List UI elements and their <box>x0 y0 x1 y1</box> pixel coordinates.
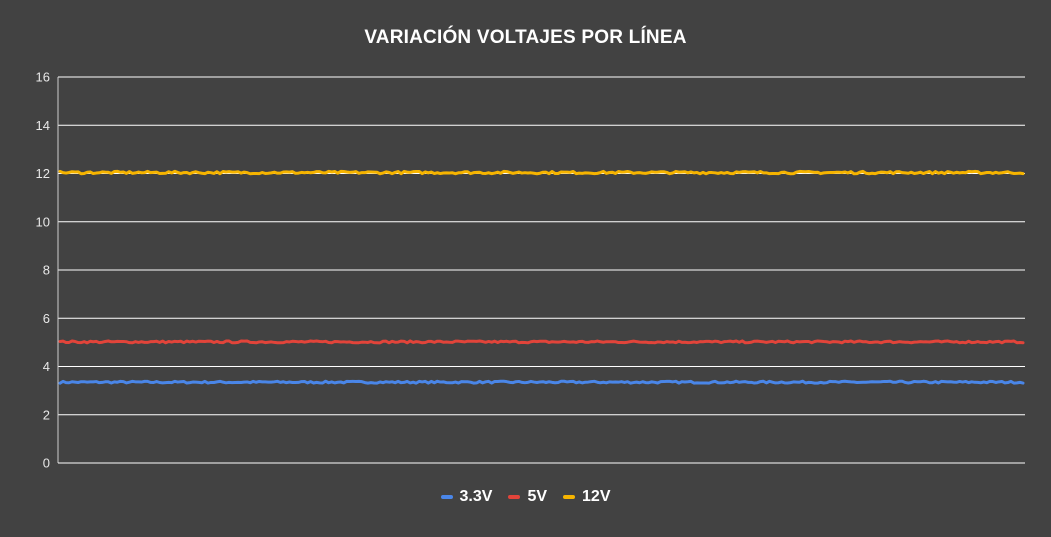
legend-item[interactable]: 5V <box>508 488 547 506</box>
series-line-5v <box>58 339 1025 345</box>
legend-swatch <box>440 495 453 499</box>
legend-item[interactable]: 12V <box>563 488 610 506</box>
legend-item[interactable]: 3.3V <box>440 488 493 506</box>
y-tick-label: 4 <box>43 359 50 374</box>
y-tick-label: 0 <box>43 456 50 471</box>
legend-swatch <box>563 495 576 499</box>
y-tick-label: 14 <box>36 118 50 133</box>
series-lines <box>58 169 1025 385</box>
legend-swatch <box>508 495 521 499</box>
y-tick-label: 8 <box>43 263 50 278</box>
legend: 3.3V 5V 12V <box>0 488 1051 506</box>
chart-title: VARIACIÓN VOLTAJES POR LÍNEA <box>364 27 687 48</box>
gridlines <box>58 76 1025 416</box>
y-tick-label: 10 <box>36 214 50 229</box>
legend-label: 3.3V <box>459 488 493 505</box>
y-tick-label: 16 <box>36 70 50 85</box>
legend-label: 5V <box>527 488 548 505</box>
y-tick-label: 12 <box>36 166 50 181</box>
y-tick-label: 6 <box>43 311 50 326</box>
y-axis-ticks: 0 2 4 6 8 10 12 14 16 <box>36 70 50 471</box>
series-line-12v <box>58 169 1025 176</box>
series-line-3-3v <box>58 379 1025 385</box>
legend-label: 12V <box>582 488 611 505</box>
y-tick-label: 2 <box>43 407 50 422</box>
